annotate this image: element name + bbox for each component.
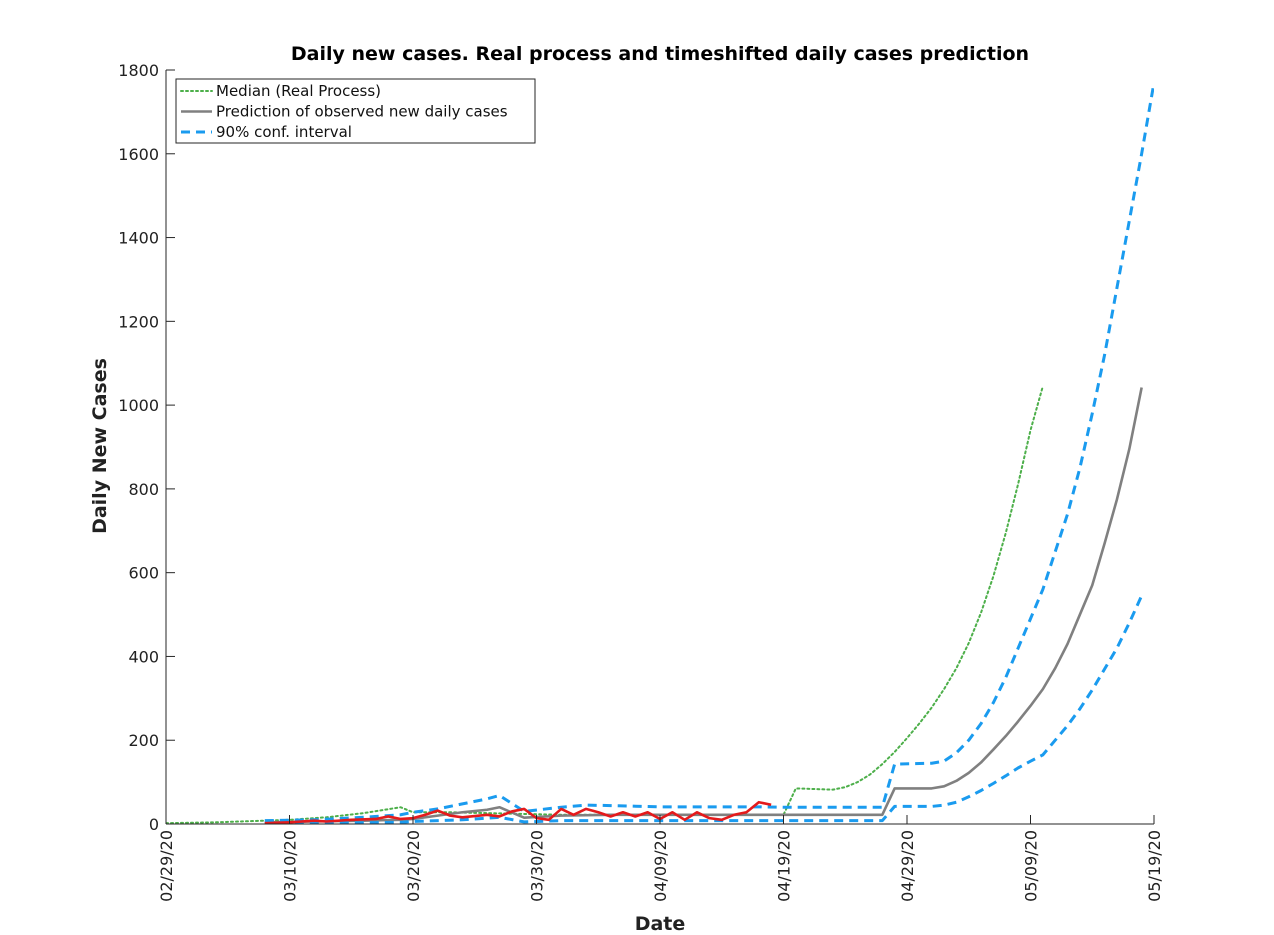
y-tick-label: 800 (128, 480, 159, 499)
x-axis-ticks: 02/29/20 03/10/20 03/20/20 03/30/20 04/09/20… (157, 815, 1164, 902)
y-tick-label: 1600 (118, 145, 159, 164)
legend-label-prediction: Prediction of observed new daily cases (216, 103, 508, 121)
series-line-ci_upper (264, 82, 1154, 823)
y-tick-label: 1000 (118, 396, 159, 415)
x-tick-label: 03/30/20 (528, 830, 547, 902)
plot-area (166, 82, 1154, 824)
legend-box (175, 78, 536, 144)
y-tick-label: 0 (149, 815, 159, 834)
y-axis-label: Daily New Cases (89, 358, 111, 534)
x-tick-label: 03/20/20 (404, 830, 423, 902)
x-tick-label: 04/19/20 (775, 830, 794, 902)
series-line-observed (264, 800, 772, 824)
y-tick-label: 1400 (118, 229, 159, 248)
series-line-ci_lower (264, 595, 1144, 824)
y-tick-label: 400 (128, 647, 159, 666)
y-tick-label: 600 (128, 564, 159, 583)
series-layer (166, 82, 1154, 824)
series-line-prediction (264, 387, 1143, 824)
x-tick-label: 03/10/20 (281, 830, 300, 902)
x-axis-label: Date (635, 913, 686, 935)
y-tick-label: 1200 (118, 312, 159, 331)
legend: Median (Real Process) Prediction of obser… (175, 78, 536, 144)
y-tick-label: 200 (128, 731, 159, 750)
x-tick-label: 04/09/20 (651, 830, 670, 902)
y-tick-label: 1800 (118, 61, 159, 80)
x-tick-label: 05/19/20 (1145, 830, 1164, 902)
axes (165, 70, 1154, 825)
x-tick-label: 02/29/20 (157, 830, 176, 902)
x-tick-label: 05/09/20 (1022, 830, 1041, 902)
series-line-median (166, 385, 1044, 824)
legend-label-ci_upper: 90% conf. interval (216, 123, 352, 141)
y-axis-ticks: 0 200 400 600 800 1000 1200 1400 1600 1800 (118, 61, 175, 834)
legend-label-median: Median (Real Process) (216, 82, 381, 100)
x-tick-label: 04/29/20 (898, 830, 917, 902)
chart-title: Daily new cases. Real process and timesh… (291, 43, 1029, 65)
